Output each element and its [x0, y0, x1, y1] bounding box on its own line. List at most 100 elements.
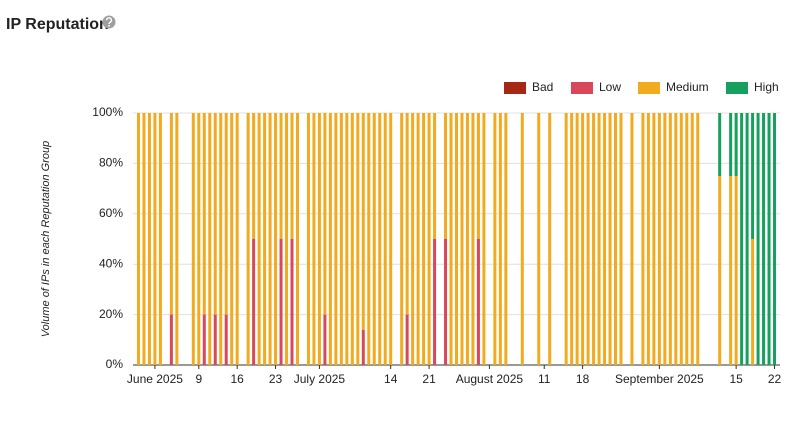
bar-segment [306, 113, 310, 365]
bar-segment [734, 176, 738, 365]
bar-segment [696, 113, 700, 365]
x-tick-label: September 2025 [615, 372, 704, 386]
bar-segment [290, 113, 294, 239]
legend-swatch [726, 82, 748, 94]
bar-segment [745, 113, 749, 365]
bar-segment [581, 113, 585, 365]
y-tick-label: 100% [92, 105, 123, 119]
help-circle[interactable] [102, 15, 116, 29]
bar-segment [317, 113, 321, 365]
bar-segment [136, 113, 140, 365]
x-tick-label: 14 [384, 372, 398, 386]
bar-segment [729, 113, 733, 176]
bar-segment [657, 113, 661, 365]
bar-segment [756, 113, 760, 365]
bar-segment [685, 113, 689, 365]
bar-segment [493, 113, 497, 365]
bar-segment [361, 329, 365, 365]
y-tick-label: 40% [99, 256, 123, 270]
bar-segment [690, 113, 694, 365]
bar-segment [433, 239, 437, 365]
bar-segment [252, 239, 256, 365]
bar-segment [252, 113, 256, 239]
bar-segment [641, 113, 645, 365]
bar-segment [718, 176, 722, 365]
bar-segment [455, 113, 458, 365]
bar-segment [383, 113, 387, 365]
bar-segment [147, 113, 151, 365]
legend-swatch [504, 82, 526, 94]
chart-title: IP Reputation [6, 16, 109, 33]
bar-segment [444, 113, 448, 239]
bar-segment [520, 113, 524, 365]
bar-segment [230, 113, 234, 365]
bar-segment [548, 113, 552, 365]
bar-segment [389, 113, 393, 365]
bar-segment [773, 113, 777, 365]
bar-segment [416, 113, 420, 365]
bar-segment [169, 113, 173, 315]
bar-segment [646, 113, 650, 365]
bar-segment [570, 113, 574, 365]
bar-segment [465, 113, 469, 365]
y-tick-label: 60% [99, 206, 123, 220]
bar-segment [312, 113, 316, 365]
bar-segment [323, 314, 327, 365]
bar-segment [740, 113, 744, 365]
bar-segment [619, 113, 623, 365]
bar-segment [751, 113, 755, 239]
bar-segment [575, 113, 579, 365]
legend-label: High [754, 80, 779, 94]
bar-segment [356, 113, 360, 365]
bar-segment [597, 113, 601, 365]
bar-segment [279, 239, 283, 365]
bar-segment [476, 113, 480, 239]
x-tick-label: July 2025 [294, 372, 346, 386]
bar-segment [498, 113, 502, 365]
bar-segment [339, 113, 343, 365]
bar-segment [263, 113, 267, 365]
x-tick-label: 9 [195, 372, 202, 386]
bar-segment [197, 113, 201, 365]
y-tick-label: 20% [99, 307, 123, 321]
bar-segment [564, 113, 568, 365]
bar-segment [663, 113, 667, 365]
bar-segment [767, 113, 771, 365]
y-axis-title: Volume of IPs in each Reputation Group [40, 141, 52, 338]
bar-segment [444, 239, 448, 365]
bar-segment [476, 239, 480, 365]
help-icon[interactable] [102, 15, 116, 29]
x-tick-label: 11 [538, 372, 551, 386]
bar-segment [449, 113, 453, 365]
bar-segment [482, 113, 486, 365]
bar-segment [718, 113, 722, 176]
x-tick-label: 18 [576, 372, 590, 386]
x-tick-label: 16 [230, 372, 244, 386]
bar-segment [169, 314, 173, 365]
bar-segment [614, 113, 618, 365]
bar-segment [734, 113, 738, 176]
bar-segment [427, 113, 431, 365]
bar-segment [224, 113, 228, 315]
legend-label: Bad [532, 80, 553, 94]
bar-segment [433, 113, 437, 239]
bar-segment [268, 113, 272, 365]
bar-segment [246, 113, 250, 365]
x-tick-label: 23 [269, 372, 283, 386]
bar-segment [257, 113, 261, 365]
bar-segment [652, 113, 656, 365]
bar-segment [471, 113, 475, 365]
bar-segment [323, 113, 327, 315]
bar-segment [213, 314, 217, 365]
bar-segment [372, 113, 376, 365]
bar-segment [751, 239, 755, 365]
bar-segment [378, 113, 382, 365]
bar-segment [279, 113, 283, 239]
x-tick-label: 15 [729, 372, 743, 386]
bar-segment [328, 113, 332, 365]
bar-segment [460, 113, 464, 365]
bar-segment [405, 113, 409, 315]
bar-segment [537, 113, 541, 365]
bar-segment [411, 113, 415, 365]
